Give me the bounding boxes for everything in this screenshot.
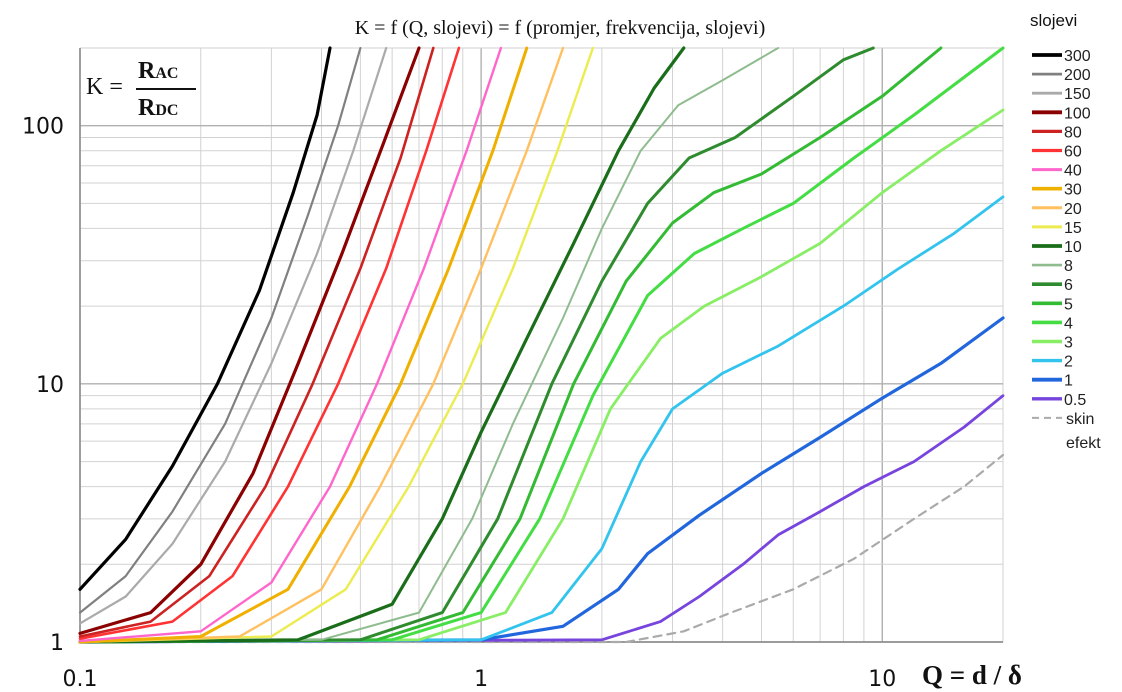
x-tick-label: 1: [474, 667, 488, 692]
legend-label-5: 5: [1064, 296, 1073, 313]
series-line-200: [78, 46, 362, 614]
series-line-40: [78, 46, 503, 643]
legend-label-60: 60: [1064, 144, 1082, 161]
series-line-30: [78, 46, 529, 644]
series-line-1: [78, 316, 1005, 644]
legend-label-150: 150: [1064, 86, 1091, 103]
series-line-4: [78, 46, 1005, 644]
legend: 300 200 150 100 80 60 40 30 20 15 10 8 6 5 4 3 2 1 0.5 skin…: [1032, 48, 1101, 452]
legend-label-300: 300: [1064, 48, 1091, 65]
series-line-60: [78, 46, 461, 640]
x-tick-label: 10: [868, 667, 896, 692]
chart-title: K = f (Q, slojevi) = f (promjer, frekven…: [355, 17, 766, 39]
series-line-3: [78, 108, 1005, 644]
legend-title: slojevi: [1030, 11, 1077, 30]
legend-label-3: 3: [1064, 335, 1073, 352]
formula-den-main: R: [138, 95, 156, 121]
legend-label-20: 20: [1064, 201, 1082, 218]
formula-num-sub: AC: [155, 65, 178, 82]
series-line-10: [78, 46, 686, 644]
y-tick-label: 100: [22, 115, 64, 140]
legend-label-2: 2: [1064, 354, 1073, 371]
series-line-5: [78, 46, 943, 644]
legend-label-100: 100: [1064, 105, 1091, 122]
legend-label-1: 1: [1064, 373, 1073, 390]
legend-label-80: 80: [1064, 124, 1082, 141]
legend-label-skin-line: skin: [1066, 411, 1094, 428]
series-line-15: [78, 46, 595, 644]
x-tick-label: 0.1: [63, 667, 98, 692]
formula: K = RAC RDC: [86, 58, 196, 121]
y-tick-label: 1: [50, 631, 64, 656]
series-line-8: [79, 47, 780, 643]
legend-label-6: 6: [1064, 277, 1073, 294]
formula-denominator: RDC: [138, 95, 178, 121]
formula-den-sub: DC: [155, 102, 178, 119]
series-line-300: [78, 46, 332, 591]
y-tick-label: 10: [36, 373, 64, 398]
series-line-2: [78, 195, 1005, 644]
legend-label-10: 10: [1064, 239, 1082, 256]
series-line-20: [78, 46, 565, 644]
legend-label-4: 4: [1064, 315, 1073, 332]
series-line-80: [78, 46, 435, 638]
legend-label-8: 8: [1064, 258, 1073, 275]
series-line-100: [78, 46, 421, 635]
tick-labels: 0.1 1 10 1 10 100: [22, 115, 896, 692]
legend-label-0.5: 0.5: [1064, 392, 1086, 409]
series-line-0.5: [78, 394, 1005, 644]
legend-label-40: 40: [1064, 163, 1082, 180]
formula-lhs: K =: [86, 74, 123, 100]
series-line-6: [78, 46, 875, 644]
legend-label-15: 15: [1064, 220, 1082, 237]
series-line-150: [78, 46, 388, 625]
series-line-skin-efekt: [78, 453, 1005, 644]
formula-num-main: R: [138, 58, 156, 84]
x-axis-label: Q = d / δ: [922, 660, 1022, 690]
legend-label-30: 30: [1064, 182, 1082, 199]
formula-numerator: RAC: [138, 58, 178, 84]
legend-label-skin-line: efekt: [1066, 435, 1101, 452]
series-lines: [78, 46, 1005, 644]
legend-label-200: 200: [1064, 67, 1091, 84]
